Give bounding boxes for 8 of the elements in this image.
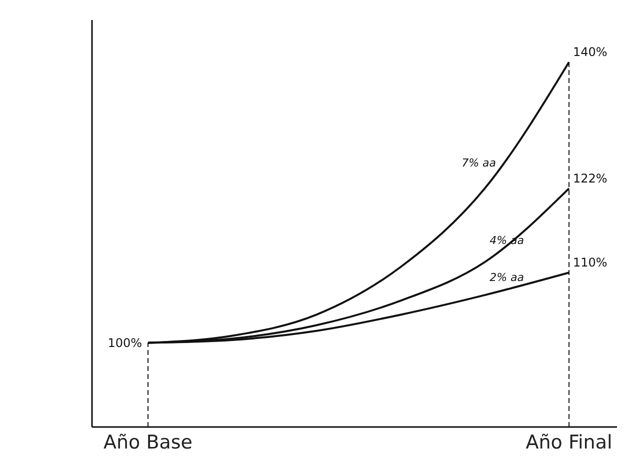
x-tick-label: Año Final (526, 431, 612, 454)
x-tick-label: Año Base (104, 431, 192, 454)
data-label: 100% (108, 336, 142, 350)
series-label: 7% aa (462, 156, 496, 170)
data-label: 140% (573, 45, 608, 60)
data-label: 110% (573, 256, 608, 270)
series-label: 2% aa (490, 271, 524, 284)
data-label: 122% (573, 171, 608, 186)
